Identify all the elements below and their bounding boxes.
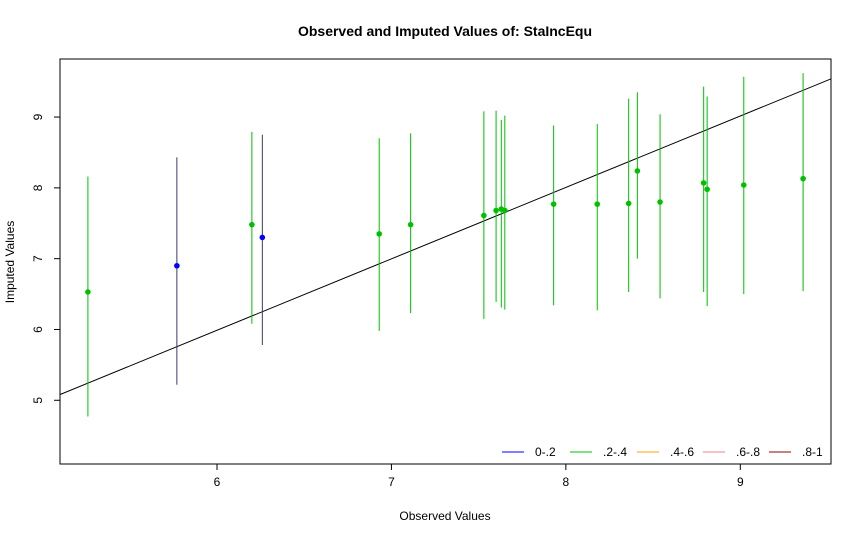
legend-label: .4-.6	[670, 445, 694, 459]
data-point	[249, 221, 255, 228]
data-point	[634, 168, 641, 174]
data-point	[502, 207, 508, 214]
legend-label: .8-1	[802, 445, 823, 459]
y-axis-label: Imputed Values	[3, 221, 17, 304]
legend-label: 0-.2	[535, 445, 556, 459]
data-point	[493, 207, 499, 214]
y-axis: 5 6 7 8 9	[31, 113, 60, 404]
data-point	[657, 199, 663, 205]
data-point	[85, 289, 91, 295]
y-tick-label: 8	[31, 184, 45, 191]
data-point	[550, 201, 557, 207]
plot-area	[60, 73, 831, 417]
plot-frame	[59, 58, 832, 465]
y-tick-label: 7	[31, 255, 45, 262]
data-point	[594, 201, 601, 207]
chart-title: Observed and Imputed Values of: StaIncEq…	[298, 23, 592, 39]
data-point	[700, 180, 707, 186]
data-point	[481, 212, 487, 219]
data-point	[704, 186, 710, 193]
x-tick-label: 7	[388, 475, 395, 489]
x-axis-label: Observed Values	[399, 509, 490, 523]
data-point	[259, 234, 266, 241]
legend: 0-.2 .2-.4 .4-.6 .6-.8 .8-1	[502, 445, 823, 459]
x-tick-label: 6	[214, 475, 221, 489]
y-tick-label: 9	[31, 113, 45, 120]
legend-label: .2-.4	[603, 445, 627, 459]
y-tick-label: 6	[31, 326, 45, 333]
data-point	[800, 175, 806, 182]
reference-line	[60, 78, 831, 396]
data-point	[407, 221, 414, 228]
data-point	[740, 182, 747, 188]
x-tick-label: 8	[563, 475, 570, 489]
data-point	[174, 262, 180, 269]
legend-label: .6-.8	[736, 445, 760, 459]
x-axis: 6 7 8 9	[214, 464, 744, 489]
data-point	[376, 231, 383, 237]
data-point	[625, 200, 632, 207]
x-tick-label: 9	[737, 475, 744, 489]
y-tick-label: 5	[31, 397, 45, 404]
